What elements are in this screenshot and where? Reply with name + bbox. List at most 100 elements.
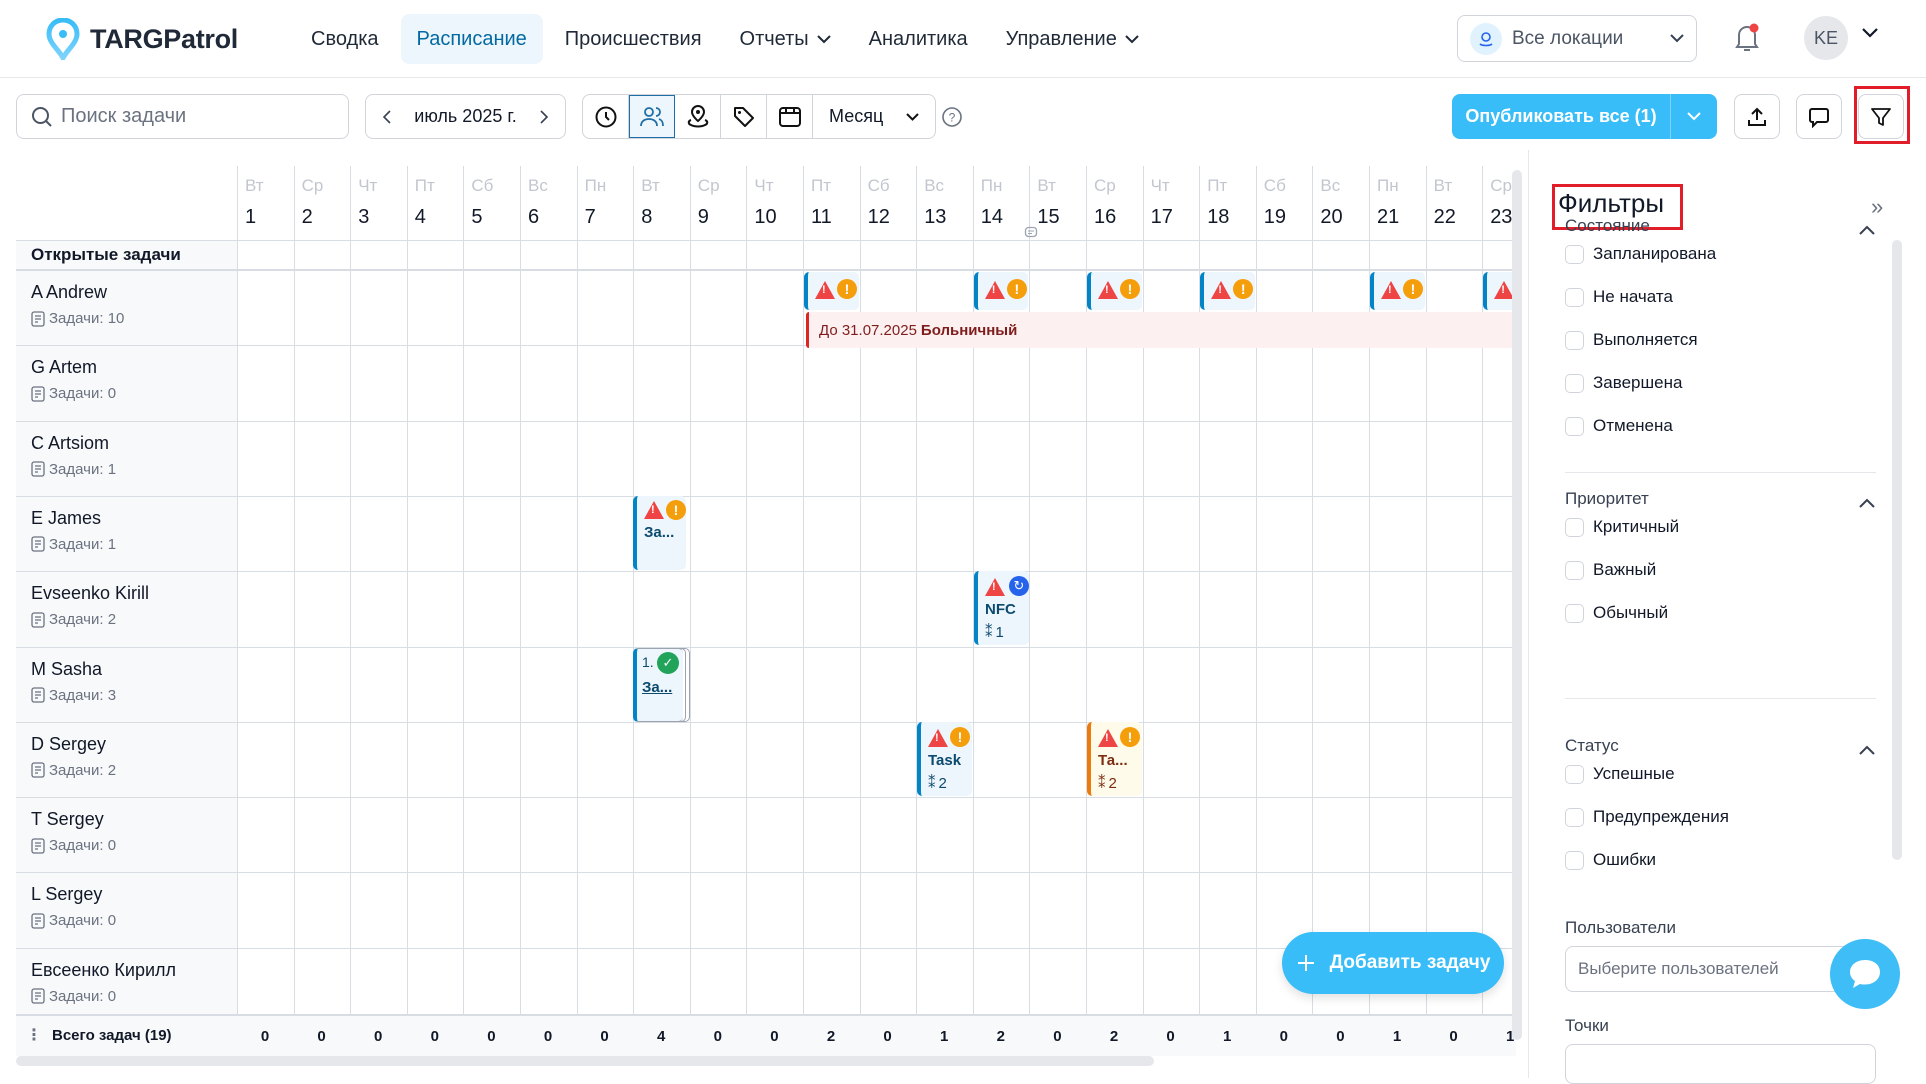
day-header[interactable]: Вс 20 [1312,166,1369,240]
day-header[interactable]: Сб 5 [463,166,520,240]
user-avatar[interactable]: KE [1804,16,1848,60]
checkbox[interactable] [1565,373,1584,393]
chevron-down-icon[interactable] [1862,28,1878,38]
collapse-panel-icon[interactable]: » [1871,194,1884,219]
checkbox[interactable] [1565,517,1584,537]
day-header[interactable]: Пн 14 [972,166,1030,240]
comments-button[interactable] [1796,94,1842,139]
checkbox[interactable] [1565,850,1584,870]
day-header[interactable]: Ср 2 [293,166,351,240]
nav-item-schedule[interactable]: Расписание [400,14,543,64]
task-card[interactable]: ! [1200,272,1255,310]
day-header[interactable]: Вт 22 [1425,166,1483,240]
comment-marker-icon[interactable] [1024,226,1038,240]
day-header[interactable]: Вс 13 [916,166,973,240]
task-card[interactable]: ! Та... ⁑2 [1087,722,1142,796]
checkbox[interactable] [1565,287,1584,307]
chevron-up-icon[interactable] [1859,742,1875,760]
task-card[interactable]: ! [1370,272,1425,310]
checkbox[interactable] [1565,416,1584,436]
day-of-week: Пт [811,176,832,195]
checkbox[interactable] [1565,807,1584,827]
logo[interactable]: TARGPatrol [46,18,238,60]
chat-support-button[interactable] [1830,939,1900,1009]
search-input[interactable]: Поиск задачи [16,94,349,139]
notifications-button[interactable] [1733,22,1761,59]
period-select[interactable]: Месяц [813,95,935,138]
checkbox[interactable] [1565,244,1584,264]
add-task-button[interactable]: Добавить задачу [1282,932,1504,994]
filter-option[interactable]: Успешные [1565,764,1675,784]
day-header[interactable]: Вт 8 [633,166,690,240]
filter-option[interactable]: Обычный [1565,603,1668,623]
nav-item-summary[interactable]: Сводка [295,14,395,64]
day-header[interactable]: Пн 21 [1369,166,1426,240]
day-header[interactable]: Сб 19 [1255,166,1313,240]
publish-dropdown[interactable] [1671,94,1717,139]
task-card[interactable]: ! [1483,272,1516,310]
chevron-up-icon[interactable] [1859,222,1875,240]
day-header[interactable]: Вт 15 [1029,166,1086,240]
absence-bar[interactable]: До 31.07.2025 Больничный [806,312,1516,348]
day-header[interactable]: Пт 4 [406,166,464,240]
day-header[interactable]: Чт 3 [350,166,407,240]
top-header: TARGPatrol Сводка Расписание Происшестви… [0,0,1926,78]
task-card[interactable]: ! [1087,272,1142,310]
task-card[interactable]: ! Task ⁑2 [917,722,972,796]
day-header[interactable]: Сб 12 [859,166,917,240]
nav-item-management[interactable]: Управление [990,14,1155,64]
task-card[interactable]: ! За... [633,496,686,570]
task-card[interactable]: ↻ NFC ⁑1 [974,571,1029,645]
day-total: 4 [657,1028,666,1045]
nav-item-reports[interactable]: Отчеты [724,14,847,64]
day-header[interactable]: Ср 9 [689,166,747,240]
day-header[interactable]: Вт 1 [237,166,294,240]
checkbox[interactable] [1565,560,1584,580]
view-time-button[interactable] [583,95,629,138]
checkbox[interactable] [1565,330,1584,350]
task-card[interactable]: 1. ✓ За... [633,648,683,722]
vertical-scrollbar[interactable] [1512,170,1522,1040]
horizontal-scrollbar[interactable] [16,1056,1154,1066]
day-total: 0 [487,1028,496,1045]
more-vertical-icon[interactable]: ⋮ [26,1026,42,1044]
chevron-left-icon[interactable] [382,109,392,124]
filter-option[interactable]: Запланирована [1565,244,1716,264]
day-header[interactable]: Пт 11 [803,166,860,240]
publish-label[interactable]: Опубликовать все (1) [1452,94,1671,139]
publish-all-button[interactable]: Опубликовать все (1) [1452,94,1717,139]
filter-option[interactable]: Критичный [1565,517,1679,537]
view-users-button[interactable] [629,95,675,138]
export-button[interactable] [1734,94,1780,139]
location-select[interactable]: Все локации [1457,15,1697,62]
filter-option[interactable]: Выполняется [1565,330,1698,350]
view-calendar-button[interactable] [767,95,813,138]
filter-option[interactable]: Завершена [1565,373,1682,393]
nav-item-analytics[interactable]: Аналитика [853,14,984,64]
day-header[interactable]: Чт 10 [746,166,803,240]
nav-item-incidents[interactable]: Происшествия [549,14,718,64]
day-header[interactable]: Пн 7 [576,166,634,240]
task-card[interactable]: ! [973,272,1029,310]
filter-button[interactable] [1858,94,1904,139]
checkbox[interactable] [1565,603,1584,623]
view-tags-button[interactable] [721,95,767,138]
day-header[interactable]: Чт 17 [1142,166,1200,240]
checkbox[interactable] [1565,764,1584,784]
filter-option[interactable]: Не начата [1565,287,1673,307]
day-header[interactable]: Пт 18 [1199,166,1256,240]
panel-scrollbar[interactable] [1892,240,1902,860]
filter-option[interactable]: Предупреждения [1565,807,1729,827]
help-icon[interactable]: ? [941,106,963,128]
day-header[interactable]: Вс 6 [520,166,577,240]
task-card[interactable]: ! [804,272,859,310]
filter-option[interactable]: Ошибки [1565,850,1656,870]
chevron-right-icon[interactable] [539,109,549,124]
chevron-up-icon[interactable] [1859,495,1875,513]
day-header[interactable]: Ср 16 [1086,166,1143,240]
filter-option[interactable]: Отменена [1565,416,1673,436]
day-header[interactable]: Ср 23 [1482,166,1516,240]
points-select[interactable] [1565,1044,1876,1084]
view-locations-button[interactable] [675,95,721,138]
filter-option[interactable]: Важный [1565,560,1656,580]
